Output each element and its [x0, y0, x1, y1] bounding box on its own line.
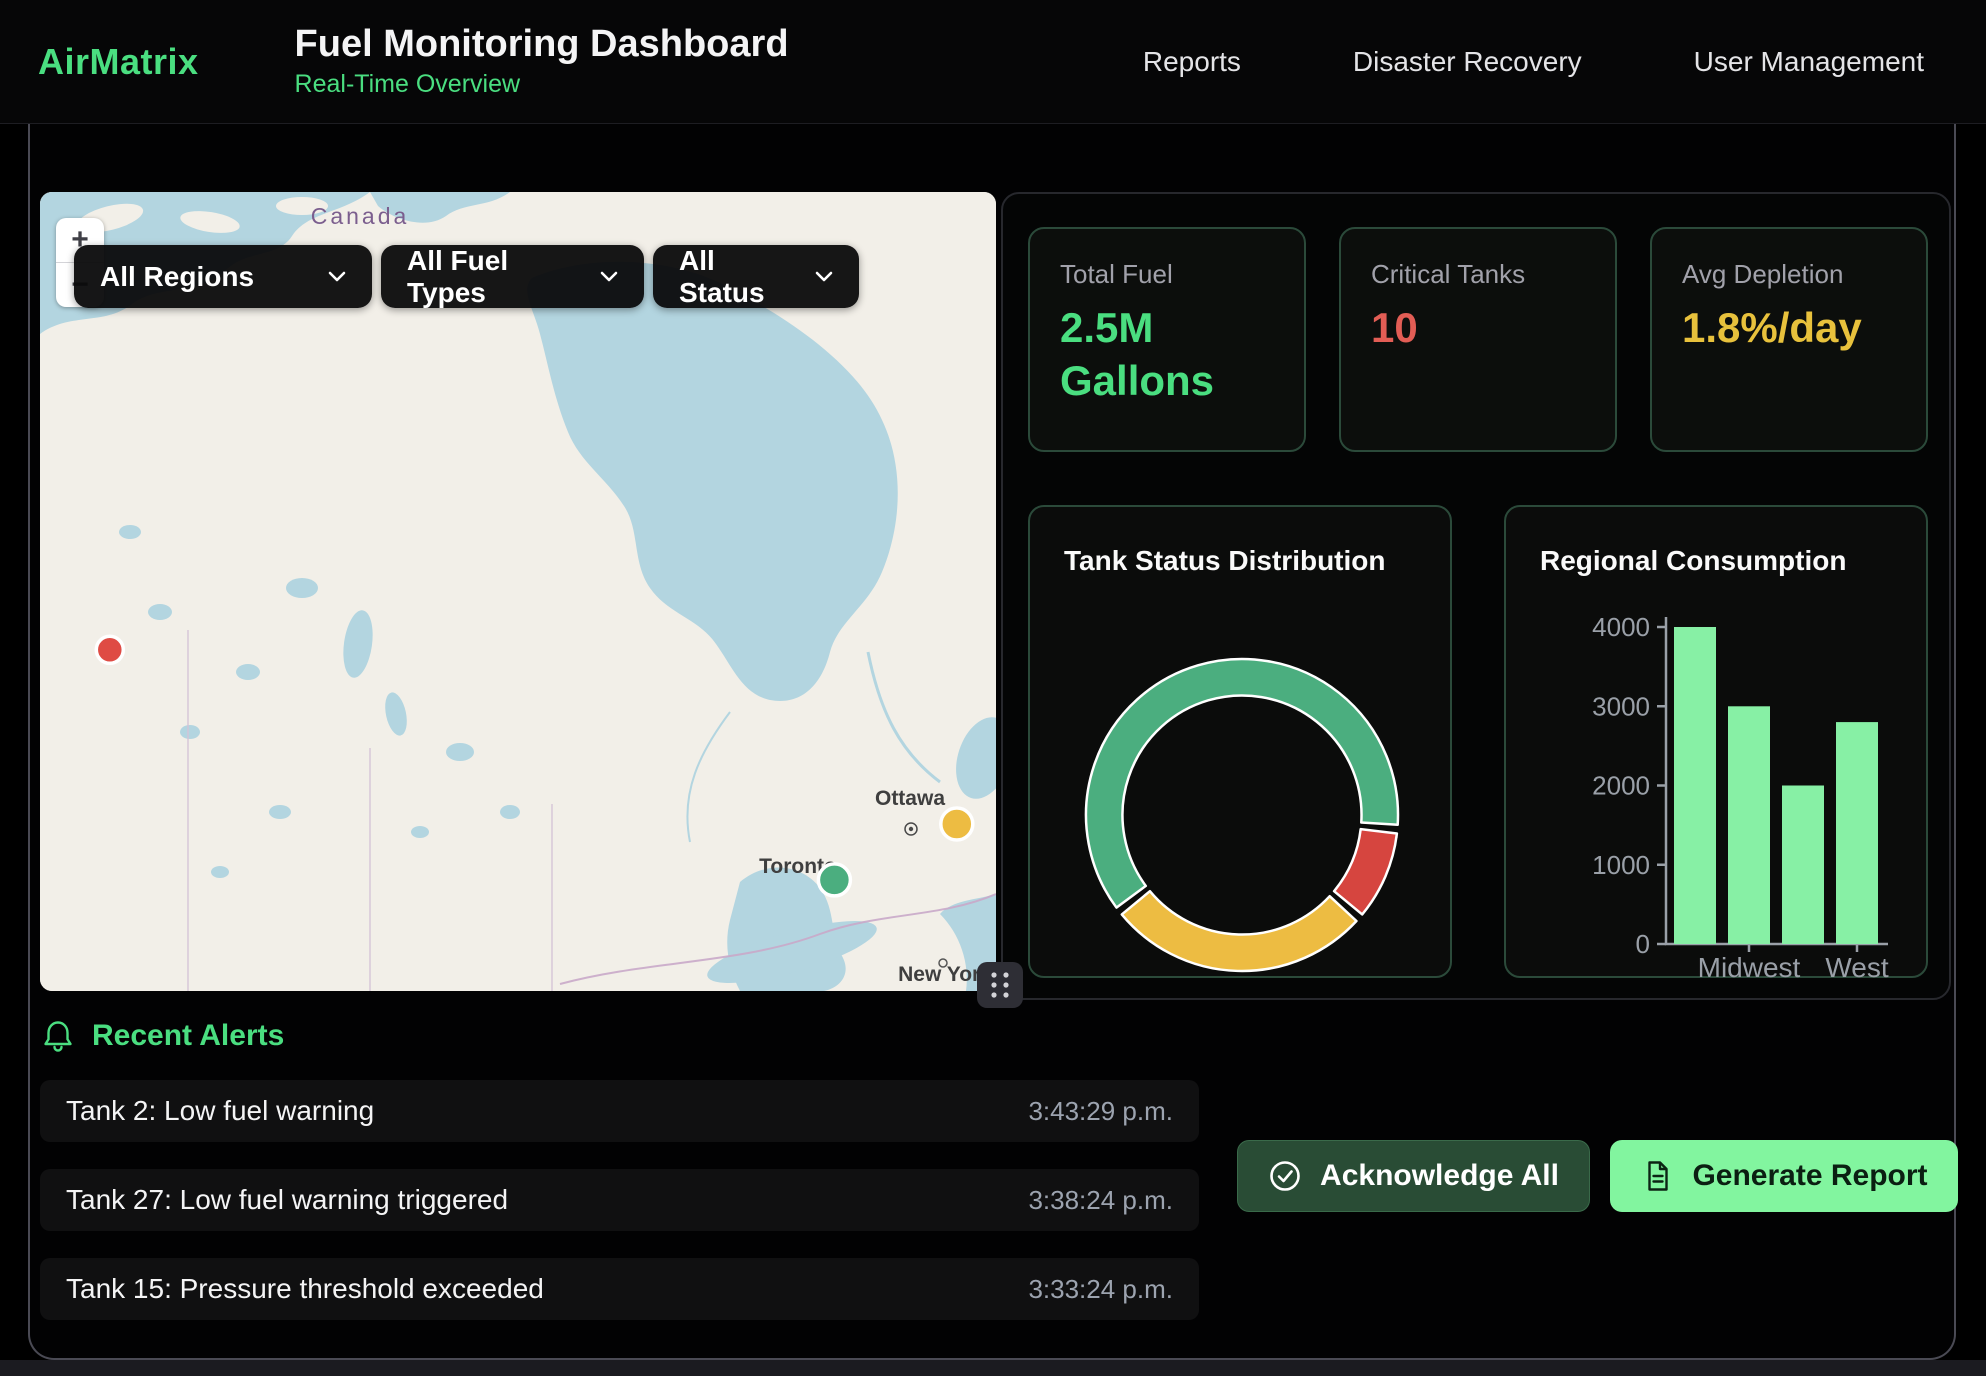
check-circle-icon [1270, 1161, 1300, 1191]
acknowledge-all-label: Acknowledge All [1320, 1159, 1559, 1192]
tank-marker-critical[interactable] [94, 634, 126, 666]
map-label-toronto: Toronto [759, 855, 837, 878]
brand-logo: AirMatrix [38, 40, 199, 82]
fuel-types-dropdown[interactable]: All Fuel Types [381, 245, 644, 308]
bar [1782, 785, 1824, 944]
chart-title: Tank Status Distribution [1064, 545, 1386, 576]
alert-timestamp: 3:33:24 p.m. [1028, 1273, 1173, 1304]
stat-label: Avg Depletion [1682, 259, 1844, 289]
file-text-icon [1648, 1161, 1669, 1191]
alert-message: Tank 27: Low fuel warning triggered [66, 1184, 509, 1215]
alert-row[interactable]: Tank 15: Pressure threshold exceeded 3:3… [40, 1258, 1199, 1320]
nav-link-user-management[interactable]: User Management [1693, 45, 1924, 77]
chevron-down-icon [304, 271, 346, 282]
svg-text:Midwest: Midwest [1698, 952, 1801, 980]
stat-card-critical-tanks: Critical Tanks 10 [1339, 227, 1617, 452]
chart-title: Regional Consumption [1540, 545, 1847, 576]
chevron-down-icon [791, 271, 833, 282]
stat-label: Total Fuel [1060, 259, 1173, 289]
stat-value: 10 [1371, 304, 1418, 351]
alert-message: Tank 15: Pressure threshold exceeded [66, 1273, 544, 1304]
metrics-panel: Total Fuel 2.5M Gallons Critical Tanks 1… [1001, 192, 1951, 1000]
svg-text:1000: 1000 [1592, 850, 1650, 880]
alert-row[interactable]: Tank 27: Low fuel warning triggered 3:38… [40, 1169, 1199, 1231]
tank-markers[interactable] [94, 634, 975, 898]
generate-report-label: Generate Report [1692, 1159, 1928, 1192]
svg-text:0: 0 [1636, 929, 1650, 959]
donut-segment-warning [1120, 889, 1358, 973]
map-svg: Canada Ottawa Toronto New York [40, 192, 996, 991]
svg-text:4000: 4000 [1592, 612, 1650, 642]
page-subtitle: Real-Time Overview [294, 69, 521, 98]
fuel-types-dropdown-value: All Fuel Types [407, 244, 509, 308]
tank-status-chart-card: Tank Status Distribution [1028, 505, 1452, 978]
status-dropdown-value: All Status [679, 244, 765, 308]
title-block: Fuel Monitoring Dashboard Real-Time Over… [294, 23, 789, 99]
stat-value: 1.8%/​day [1682, 304, 1862, 351]
charts-row: Tank Status Distribution Regional Consum… [1028, 505, 1928, 980]
regional-consumption-chart-card: Regional Consumption 0 1000 2000 3000 4000 Mi… [1504, 505, 1928, 980]
alert-row[interactable]: Tank 2: Low fuel warning 3:43:29 p.m. [40, 1080, 1199, 1142]
donut-segment-normal [1084, 657, 1400, 909]
svg-text:3000: 3000 [1592, 691, 1650, 721]
map-filter-row: All Regions All Fuel Types All Status [74, 245, 859, 308]
alerts-list: Tank 2: Low fuel warning 3:43:29 p.m. Ta… [40, 1080, 1199, 1347]
top-navbar: AirMatrix Fuel Monitoring Dashboard Real… [0, 0, 1986, 124]
stat-card-total-fuel: Total Fuel 2.5M Gallons [1028, 227, 1306, 452]
chevron-down-icon [576, 271, 618, 282]
svg-text:2000: 2000 [1592, 771, 1650, 801]
alerts-heading: Recent Alerts [92, 1019, 285, 1052]
regional-consumption-bar-chart: 0 1000 2000 3000 4000 Midwest West [1592, 612, 1889, 980]
alert-timestamp: 3:43:29 p.m. [1028, 1095, 1173, 1126]
alert-message: Tank 2: Low fuel warning [66, 1095, 375, 1126]
map-label-new-york: New York [898, 963, 992, 986]
grip-dots-icon [991, 972, 1009, 998]
status-dropdown[interactable]: All Status [653, 245, 859, 308]
main-content-frame: Canada Ottawa Toronto New York + − All [28, 124, 1958, 1360]
alerts-header: Recent Alerts [40, 1018, 284, 1054]
stat-card-avg-depletion: Avg Depletion 1.8%/​day [1650, 227, 1928, 452]
acknowledge-all-button[interactable]: Acknowledge All [1237, 1140, 1590, 1212]
map-canvas[interactable]: Canada Ottawa Toronto New York [40, 192, 996, 991]
drag-handle[interactable] [977, 962, 1023, 1008]
tank-marker-normal[interactable] [816, 862, 853, 898]
actions-row: Acknowledge All Generate Report [1237, 1140, 1958, 1212]
stat-cards-row: Total Fuel 2.5M Gallons Critical Tanks 1… [1028, 227, 1928, 452]
stat-value: 2.5M Gallons [1060, 304, 1215, 404]
bottom-strip [0, 1360, 1986, 1376]
regions-dropdown-value: All Regions [100, 260, 255, 292]
tank-marker-warning[interactable] [939, 806, 975, 842]
bell-icon [44, 1021, 72, 1052]
nav-links: Reports Disaster Recovery User Managemen… [1143, 46, 1948, 78]
bar [1674, 627, 1716, 944]
map-label-canada: Canada [311, 203, 410, 229]
page-title: Fuel Monitoring Dashboard [294, 23, 789, 66]
nav-link-reports[interactable]: Reports [1142, 45, 1241, 77]
generate-report-button[interactable]: Generate Report [1610, 1140, 1958, 1212]
tank-status-donut-chart [1084, 657, 1400, 973]
map-label-ottawa: Ottawa [875, 787, 945, 810]
stat-label: Critical Tanks [1371, 259, 1526, 289]
bar [1728, 706, 1770, 945]
nav-link-disaster-recovery[interactable]: Disaster Recovery [1352, 45, 1582, 77]
map-container: Canada Ottawa Toronto New York + − All [40, 192, 1023, 1008]
donut-segment-critical [1332, 827, 1399, 916]
svg-text:West: West [1825, 952, 1888, 980]
alert-timestamp: 3:38:24 p.m. [1028, 1184, 1173, 1215]
bar [1836, 722, 1878, 944]
regions-dropdown[interactable]: All Regions [74, 245, 372, 308]
